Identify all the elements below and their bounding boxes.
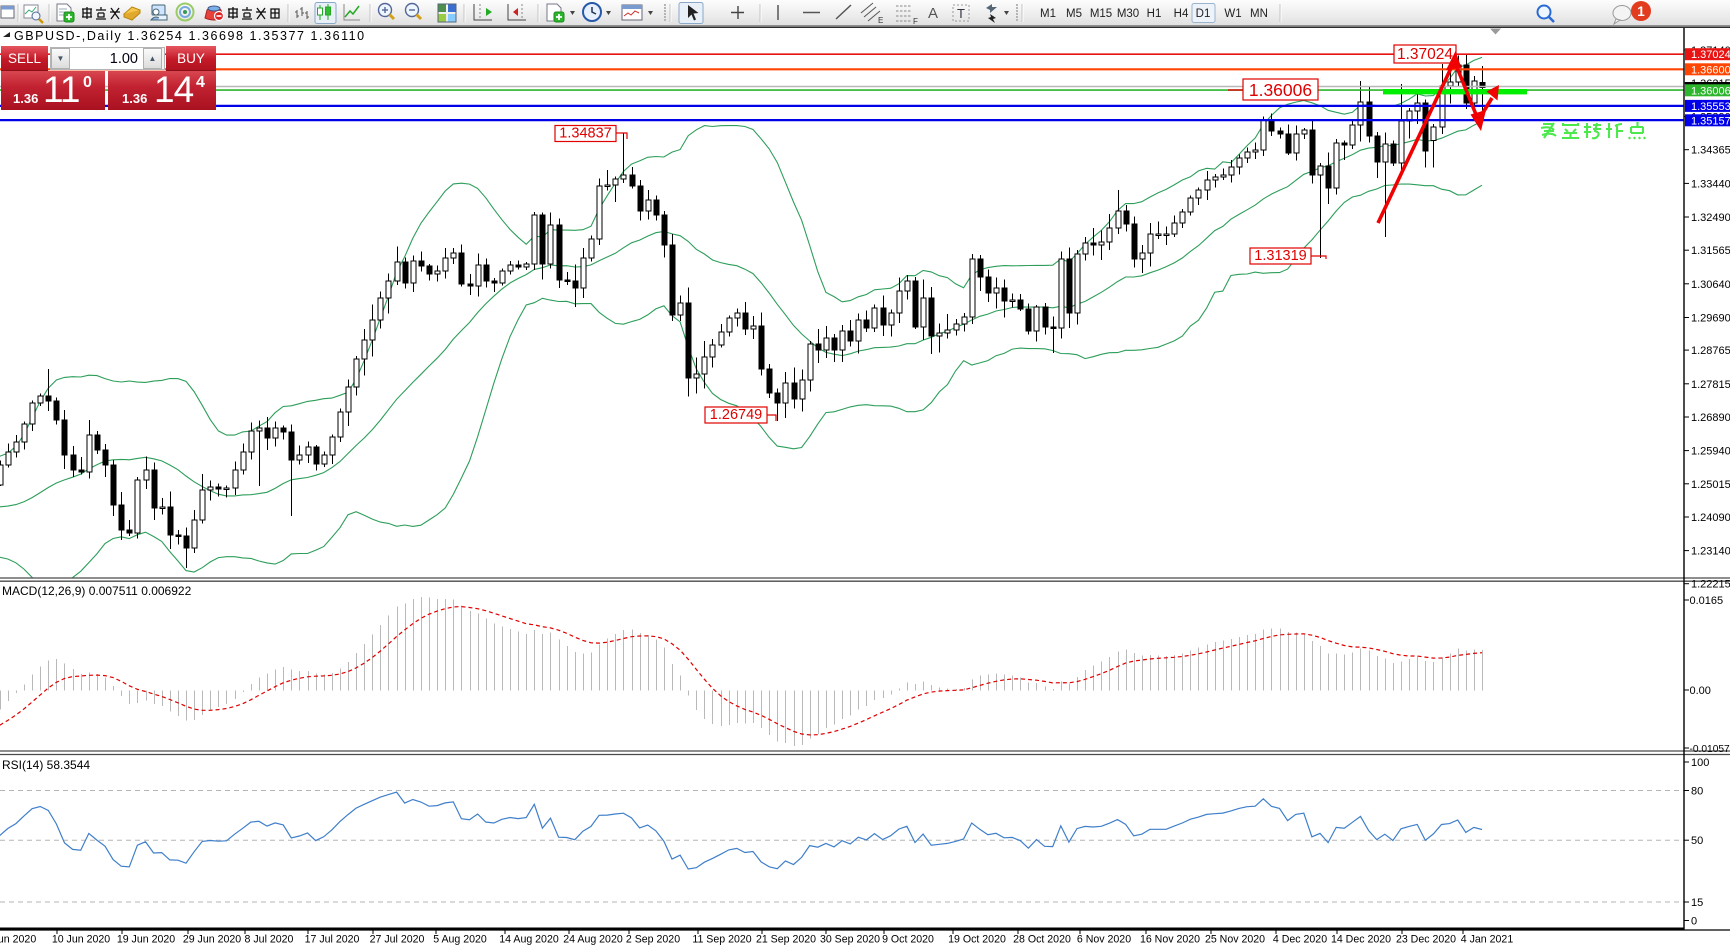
- svg-text:D1: D1: [1196, 8, 1211, 20]
- svg-text:1.33440: 1.33440: [1691, 178, 1730, 190]
- svg-text:T: T: [957, 6, 965, 21]
- svg-text:1.26749: 1.26749: [710, 407, 762, 423]
- svg-text:1.32490: 1.32490: [1691, 212, 1730, 224]
- svg-text:1.35553: 1.35553: [1691, 101, 1730, 113]
- svg-text:1.31319: 1.31319: [1254, 248, 1306, 264]
- svg-text:H4: H4: [1174, 8, 1189, 20]
- svg-text:50: 50: [1691, 835, 1703, 847]
- svg-text:1.34837: 1.34837: [559, 126, 611, 142]
- svg-text:19 Jun 2020: 19 Jun 2020: [117, 934, 175, 946]
- svg-text:1.26890: 1.26890: [1691, 412, 1730, 424]
- svg-text:GBPUSD-,Daily 1.36254 1.36698: GBPUSD-,Daily 1.36254 1.36698 1.35377 1.…: [14, 29, 366, 43]
- svg-text:1 Jun 2020: 1 Jun 2020: [0, 934, 36, 946]
- svg-text:30 Sep 2020: 30 Sep 2020: [820, 934, 880, 946]
- svg-text:6 Nov 2020: 6 Nov 2020: [1077, 934, 1131, 946]
- svg-text:5 Aug 2020: 5 Aug 2020: [433, 934, 487, 946]
- svg-text:E: E: [878, 16, 883, 25]
- svg-text:1.31565: 1.31565: [1691, 245, 1730, 257]
- svg-text:MACD(12,26,9) 0.007511 0.00692: MACD(12,26,9) 0.007511 0.006922: [2, 584, 192, 598]
- svg-text:M15: M15: [1090, 8, 1112, 20]
- svg-text:MN: MN: [1250, 8, 1268, 20]
- svg-text:1.29690: 1.29690: [1691, 313, 1730, 325]
- svg-text:27 Jul 2020: 27 Jul 2020: [370, 934, 425, 946]
- svg-text:23 Dec 2020: 23 Dec 2020: [1396, 934, 1456, 946]
- svg-text:0.00: 0.00: [1690, 685, 1711, 697]
- svg-text:M5: M5: [1066, 8, 1082, 20]
- svg-text:M30: M30: [1117, 8, 1139, 20]
- svg-text:100: 100: [1691, 757, 1709, 769]
- svg-text:1: 1: [1637, 4, 1645, 19]
- svg-text:0.0165: 0.0165: [1690, 595, 1724, 607]
- svg-text:1.35157: 1.35157: [1691, 115, 1730, 127]
- svg-text:A: A: [928, 5, 938, 22]
- svg-text:1.25940: 1.25940: [1691, 446, 1730, 458]
- svg-text:1.36006: 1.36006: [1249, 80, 1312, 100]
- svg-text:19 Oct 2020: 19 Oct 2020: [948, 934, 1006, 946]
- svg-text:14 Dec 2020: 14 Dec 2020: [1331, 934, 1391, 946]
- svg-text:1.30640: 1.30640: [1691, 279, 1730, 291]
- svg-text:25 Nov 2020: 25 Nov 2020: [1205, 934, 1265, 946]
- svg-text:1.36600: 1.36600: [1691, 64, 1730, 76]
- svg-text:1.37024: 1.37024: [1691, 49, 1730, 61]
- svg-text:1.24090: 1.24090: [1691, 512, 1730, 524]
- svg-text:24 Aug 2020: 24 Aug 2020: [563, 934, 623, 946]
- svg-text:14 Aug 2020: 14 Aug 2020: [499, 934, 559, 946]
- svg-text:1.25015: 1.25015: [1691, 479, 1730, 491]
- svg-text:29 Jun 2020: 29 Jun 2020: [183, 934, 241, 946]
- svg-text:15: 15: [1691, 897, 1703, 909]
- svg-text:21 Sep 2020: 21 Sep 2020: [756, 934, 816, 946]
- svg-text:1.27815: 1.27815: [1691, 379, 1730, 391]
- svg-text:4 Dec 2020: 4 Dec 2020: [1273, 934, 1327, 946]
- svg-text:16 Nov 2020: 16 Nov 2020: [1140, 934, 1200, 946]
- svg-text:1.23140: 1.23140: [1691, 546, 1730, 558]
- svg-text:4 Jan 2021: 4 Jan 2021: [1461, 934, 1514, 946]
- svg-text:0: 0: [1691, 916, 1697, 928]
- svg-text:28 Oct 2020: 28 Oct 2020: [1013, 934, 1071, 946]
- svg-text:H1: H1: [1147, 8, 1162, 20]
- svg-text:17 Jul 2020: 17 Jul 2020: [305, 934, 360, 946]
- svg-text:2 Sep 2020: 2 Sep 2020: [626, 934, 680, 946]
- svg-text:11 Sep 2020: 11 Sep 2020: [692, 934, 751, 946]
- svg-text:1.28765: 1.28765: [1691, 345, 1730, 357]
- svg-text:M1: M1: [1040, 8, 1056, 20]
- svg-text:1.34365: 1.34365: [1691, 145, 1730, 157]
- svg-text:10 Jun 2020: 10 Jun 2020: [52, 934, 110, 946]
- svg-text:1.22215: 1.22215: [1691, 579, 1730, 591]
- svg-text:80: 80: [1691, 786, 1703, 798]
- svg-text:F: F: [913, 17, 918, 26]
- svg-text:W1: W1: [1224, 8, 1241, 20]
- svg-text:8 Jul 2020: 8 Jul 2020: [245, 934, 294, 946]
- svg-text:1.36006: 1.36006: [1691, 85, 1730, 97]
- svg-text:RSI(14) 58.3544: RSI(14) 58.3544: [2, 758, 90, 772]
- svg-text:1.37024: 1.37024: [1397, 46, 1453, 63]
- svg-text:9 Oct 2020: 9 Oct 2020: [882, 934, 934, 946]
